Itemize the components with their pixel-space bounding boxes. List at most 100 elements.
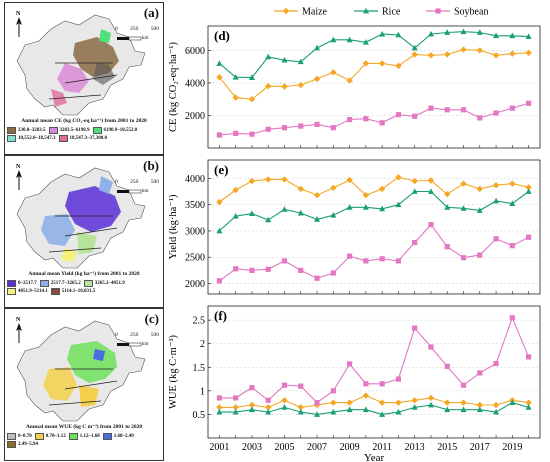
data-point — [265, 216, 272, 223]
data-point — [395, 62, 402, 70]
data-point — [363, 116, 369, 122]
data-point — [297, 185, 304, 193]
data-point — [444, 399, 451, 406]
data-point — [330, 125, 336, 131]
data-point — [330, 388, 336, 394]
data-point — [460, 180, 467, 187]
y-tick-label: 1 — [200, 386, 205, 397]
series-line-soybean — [219, 102, 529, 136]
data-point — [330, 408, 337, 415]
y-tick-label: 4000 — [185, 78, 205, 89]
legend-item: 5114.1–10,831.5 — [50, 288, 95, 295]
data-point — [379, 256, 385, 262]
data-point — [460, 28, 467, 35]
data-point — [248, 210, 255, 216]
data-point — [428, 344, 434, 350]
data-point — [395, 376, 402, 382]
x-tick-label: 2001 — [209, 442, 229, 453]
data-point — [281, 56, 288, 63]
panel-label: (f) — [214, 308, 227, 323]
data-point — [412, 113, 418, 119]
data-point — [297, 404, 304, 411]
data-point — [233, 266, 239, 272]
scale-tick: 0 — [115, 179, 118, 185]
data-point — [298, 123, 304, 129]
data-point — [427, 394, 435, 402]
data-point — [314, 400, 320, 406]
scale-tick: 500 — [150, 26, 159, 32]
data-point — [395, 408, 402, 415]
legend-item: 18,547.3–37,300.0 — [58, 135, 107, 142]
y-tick-label: 6000 — [185, 46, 205, 57]
map-panel-yield: N (b) 0 250 500 km Annual mean Yield (kg… — [4, 155, 164, 308]
y-tick-label: 2.5 — [193, 316, 206, 327]
data-point — [492, 401, 500, 409]
data-point — [297, 209, 304, 216]
data-point — [493, 236, 499, 242]
scale-tick: 250 — [130, 179, 139, 185]
data-point — [281, 404, 288, 410]
data-point — [509, 399, 516, 406]
svg-text:N: N — [16, 164, 21, 170]
data-point — [281, 258, 288, 264]
x-tick-label: 2005 — [274, 442, 294, 453]
scale-bar-ticks: 0 250 500 — [115, 179, 159, 185]
legend-item: 1.12–1.68 — [68, 433, 100, 440]
data-point — [444, 190, 451, 198]
data-point — [476, 406, 483, 413]
data-point — [411, 177, 418, 185]
data-point — [525, 188, 532, 194]
data-point — [476, 47, 483, 54]
data-point — [281, 125, 288, 131]
data-point — [314, 121, 320, 128]
scale-tick: 250 — [130, 332, 139, 338]
legend-item: 230.8–3283.5 — [7, 127, 46, 134]
data-point — [248, 177, 256, 185]
plot-frame — [207, 159, 541, 295]
legend-wue: 0–0.70 0.70–1.12 1.12–1.68 1.68–2.49 2.4… — [7, 433, 163, 449]
data-point — [313, 192, 321, 199]
legend-yield: 0–2517.7 2517.7–3265.2 3265.2–4051.9 405… — [7, 280, 163, 296]
data-point — [216, 74, 223, 81]
data-point — [346, 399, 353, 406]
data-point — [249, 384, 255, 391]
scale-bar-ticks: 0 250 500 — [115, 26, 159, 32]
data-point — [428, 222, 434, 228]
data-point — [298, 383, 304, 389]
data-point — [411, 44, 418, 51]
data-point — [444, 204, 451, 210]
legend-item: 0.70–1.12 — [34, 433, 66, 440]
x-axis-label: Year — [364, 452, 385, 462]
x-tick-label: 2009 — [340, 442, 360, 453]
data-point — [460, 399, 467, 406]
data-point — [492, 182, 500, 189]
legend-label: Soybean — [454, 7, 488, 18]
data-point — [509, 315, 515, 321]
x-tick-label: 2003 — [242, 442, 262, 453]
data-point — [232, 94, 239, 101]
scale-unit: km — [142, 36, 149, 41]
data-point — [509, 50, 516, 57]
data-point — [526, 100, 532, 106]
data-point — [493, 110, 499, 116]
data-point — [411, 397, 418, 404]
svg-text:N: N — [16, 11, 21, 17]
data-point — [248, 401, 256, 409]
data-point — [346, 406, 353, 413]
data-point — [412, 239, 418, 246]
legend-item: 0–0.70 — [7, 433, 32, 440]
data-point — [281, 397, 288, 404]
data-point — [232, 408, 239, 415]
data-point — [378, 185, 386, 193]
data-point — [411, 188, 418, 194]
data-point — [346, 36, 353, 43]
scale-bar-ticks: 0 250 500 — [115, 332, 159, 338]
data-point — [460, 107, 467, 113]
panel-label-b: (b) — [143, 158, 159, 173]
scale-tick: 250 — [130, 26, 139, 32]
data-point — [346, 204, 353, 210]
y-axis-label: CE (kg CO₂-eq·ha⁻¹) — [168, 42, 179, 132]
y-tick-label: 2000 — [185, 111, 205, 122]
data-point — [444, 406, 451, 413]
x-tick-label: 2017 — [470, 442, 490, 453]
